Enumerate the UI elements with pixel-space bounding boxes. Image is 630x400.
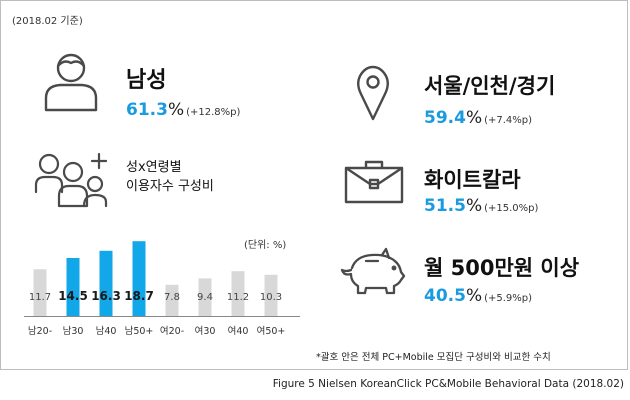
metric-number: 51.5 (424, 196, 466, 216)
metric-value-whitecollar: 51.5% (+15.0%p) (424, 196, 538, 216)
bar-여40 (231, 271, 245, 316)
bar-여20- (165, 284, 179, 316)
bar-value-label: 11.2 (227, 292, 249, 303)
chart-title: 성x연령별 이용자수 구성비 (126, 158, 214, 196)
bar-value-label: 16.3 (91, 289, 121, 303)
date-note: (2018.02 기준) (12, 16, 83, 27)
metric-title-whitecollar: 화이트칼라 (424, 168, 521, 192)
age-gender-bar-chart: 11.7 남20- 14.5 남30 16.3 남40 18.7 남50+ 7.8 여20- 9.4… (24, 241, 300, 337)
bar-남30 (66, 258, 80, 316)
metric-change: (+5.9%p) (484, 293, 533, 304)
footnote: *괄호 안은 전체 PC+Mobile 모집단 구성비와 비교한 수치 (316, 352, 551, 363)
metric-title-region: 서울/인천/경기 (424, 74, 556, 98)
location-pin-icon (357, 65, 389, 121)
metric-unit: % (167, 100, 185, 120)
bar-남50+ (132, 241, 146, 316)
bar-value-label: 9.4 (197, 292, 213, 303)
chart-title-line2: 이용자수 구성비 (126, 179, 214, 194)
bar-value-label: 7.8 (164, 292, 180, 303)
metric-value-male: 61.3% (+12.8%p) (126, 100, 240, 120)
category-label: 남40 (96, 326, 117, 337)
metric-title-income: 월 500만원 이상 (424, 256, 580, 280)
metric-change: (+7.4%p) (484, 115, 533, 126)
metric-number: 61.3 (126, 100, 168, 120)
chart-title-line1: 성x연령별 (126, 160, 182, 175)
category-label: 여40 (228, 325, 249, 337)
metric-change: (+12.8%p) (186, 107, 241, 118)
chart-unit-label: (단위: %) (244, 240, 287, 251)
metric-unit: % (465, 196, 483, 216)
metric-number: 40.5 (424, 286, 466, 306)
category-label: 여30 (195, 325, 216, 337)
male-user-icon (44, 53, 98, 112)
bar-여50+ (264, 274, 278, 316)
category-label: 여20- (160, 325, 184, 337)
bar-value-label: 18.7 (124, 289, 154, 303)
bar-여30 (198, 278, 212, 316)
metric-unit: % (465, 286, 483, 306)
figure-caption: Figure 5 Nielsen KoreanClick PC&Mobile B… (272, 378, 624, 390)
metric-value-region: 59.4% (+7.4%p) (424, 108, 532, 128)
category-label: 여50+ (257, 325, 286, 337)
metric-unit: % (465, 108, 483, 128)
bar-value-label: 10.3 (260, 292, 282, 303)
piggy-bank-icon (340, 247, 406, 295)
metric-title-male: 남성 (126, 68, 167, 93)
infographic-frame (0, 0, 628, 370)
bar-value-label: 14.5 (58, 289, 88, 303)
metric-number: 59.4 (424, 108, 466, 128)
category-label: 남50+ (125, 326, 154, 337)
category-label: 남20- (28, 326, 52, 337)
category-label: 남30 (63, 326, 84, 337)
metric-change: (+15.0%p) (484, 203, 539, 214)
bar-value-label: 11.7 (29, 292, 51, 303)
briefcase-icon (344, 160, 404, 204)
metric-value-income: 40.5% (+5.9%p) (424, 286, 532, 306)
bar-남20- (33, 269, 47, 316)
users-add-icon (34, 152, 108, 208)
bar-남40 (99, 250, 113, 316)
